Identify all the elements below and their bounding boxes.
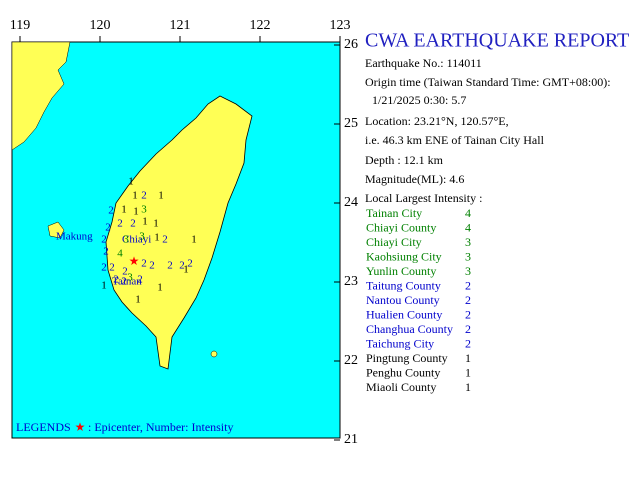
intensity-area: Kaohsiung City xyxy=(366,249,442,263)
place-label: Tainan xyxy=(112,276,142,288)
station-intensity: 2 xyxy=(187,258,193,270)
station-intensity: 2 xyxy=(113,274,119,286)
report-line: Depth : 12.1 km xyxy=(365,153,444,167)
report-line: Origin time (Taiwan Standard Time: GMT+0… xyxy=(365,75,611,89)
intensity-level: 2 xyxy=(465,322,471,336)
station-intensity: 1 xyxy=(157,282,163,294)
intensity-area: Nantou County xyxy=(366,293,440,307)
station-intensity: 1 xyxy=(128,176,134,188)
station-intensity: 1 xyxy=(153,218,159,230)
intensity-level: 2 xyxy=(465,293,471,307)
intensity-area: Chiayi City xyxy=(366,235,422,249)
place-label: Makung xyxy=(56,231,93,243)
station-intensity: 1 xyxy=(183,264,189,276)
station-intensity: 1 xyxy=(133,206,139,218)
report-line: 1/21/2025 0:30: 5.7 xyxy=(372,93,466,107)
lon-tick-label: 121 xyxy=(170,18,191,33)
lat-tick-label: 23 xyxy=(344,274,358,289)
station-intensity: 2 xyxy=(149,260,155,272)
legend-title: LEGENDS xyxy=(16,420,71,434)
station-intensity: 1 xyxy=(101,280,107,292)
intensity-level: 3 xyxy=(465,249,471,263)
station-intensity: 2 xyxy=(101,262,107,274)
intensity-level: 4 xyxy=(465,220,471,234)
intensity-heading: Local Largest Intensity : xyxy=(365,191,482,205)
intensity-level: 2 xyxy=(465,336,471,350)
station-intensity: 1 xyxy=(135,294,141,306)
report-line: Magnitude(ML): 4.6 xyxy=(365,172,464,186)
lat-tick-label: 22 xyxy=(344,353,358,368)
station-intensity: 2 xyxy=(167,260,173,272)
station-intensity: 4 xyxy=(117,248,123,260)
station-intensity: 3 xyxy=(127,272,133,284)
intensity-area: Pingtung County xyxy=(366,351,448,365)
lon-tick-label: 120 xyxy=(90,18,111,33)
station-intensity: 1 xyxy=(191,234,197,246)
intensity-level: 1 xyxy=(465,380,471,394)
intensity-level: 4 xyxy=(465,206,471,220)
penghu xyxy=(47,221,65,239)
station-intensity: 2 xyxy=(121,276,127,288)
intensity-area: Taitung County xyxy=(366,278,441,292)
epicenter: ★ xyxy=(129,254,140,268)
station-intensity: 1 xyxy=(142,216,148,228)
station-intensity: 1 xyxy=(154,232,160,244)
station-intensity: 2 xyxy=(101,234,107,246)
station-intensity: 3 xyxy=(139,231,145,243)
intensity-area: Tainan City xyxy=(366,206,422,220)
lat-tick-label: 21 xyxy=(344,432,358,447)
intensity-level: 2 xyxy=(465,307,471,321)
report-line: Earthquake No.: 114011 xyxy=(365,56,482,70)
lat-tick-label: 25 xyxy=(344,116,358,131)
intensity-level: 1 xyxy=(465,365,471,379)
lat-tick-label: 24 xyxy=(344,195,358,210)
legend-star: ★ xyxy=(75,420,86,434)
lon-tick-label: 123 xyxy=(330,18,351,33)
station-intensity: 2 xyxy=(109,262,115,274)
report-title: CWA EARTHQUAKE REPORT xyxy=(365,30,629,52)
legend-text: : Epicenter, Number: Intensity xyxy=(88,420,233,434)
mainland-coast xyxy=(11,41,71,151)
report-line: Location: 23.21°N, 120.57°E, xyxy=(365,114,509,128)
station-intensity: 2 xyxy=(179,260,185,272)
station-intensity: 2 xyxy=(103,246,109,258)
lon-tick-label: 119 xyxy=(10,18,30,33)
station-intensity: 3 xyxy=(141,204,147,216)
taiwan-island xyxy=(105,95,253,370)
report-line: i.e. 46.3 km ENE of Tainan City Hall xyxy=(365,133,545,147)
station-intensity: 2 xyxy=(137,274,143,286)
station-intensity: 2 xyxy=(108,205,114,217)
station-intensity: 1 xyxy=(132,190,138,202)
lat-tick-label: 26 xyxy=(344,37,358,52)
station-intensity: 2 xyxy=(130,218,136,230)
place-label: Chiayi xyxy=(122,234,151,246)
station-intensity: 2 xyxy=(141,190,147,202)
station-intensity: 2 xyxy=(122,266,128,278)
station-intensity: 1 xyxy=(121,204,127,216)
intensity-area: Taichung City xyxy=(366,336,434,350)
station-intensity: 2 xyxy=(141,258,147,270)
intensity-area: Chiayi County xyxy=(366,220,436,234)
lon-tick-label: 122 xyxy=(250,18,271,33)
intensity-level: 1 xyxy=(465,351,471,365)
lanyu xyxy=(210,350,218,358)
intensity-level: 3 xyxy=(465,235,471,249)
station-intensity: 2 xyxy=(162,234,168,246)
station-intensity: 1 xyxy=(158,190,164,202)
intensity-area: Miaoli County xyxy=(366,380,436,394)
station-intensity: 3 xyxy=(123,234,129,246)
intensity-level: 2 xyxy=(465,278,471,292)
intensity-area: Hualien County xyxy=(366,307,442,321)
intensity-level: 3 xyxy=(465,264,471,278)
intensity-area: Yunlin County xyxy=(366,264,436,278)
station-intensity: 2 xyxy=(105,222,111,234)
intensity-area: Changhua County xyxy=(366,322,453,336)
intensity-area: Penghu County xyxy=(366,365,440,379)
station-intensity: 2 xyxy=(117,218,123,230)
